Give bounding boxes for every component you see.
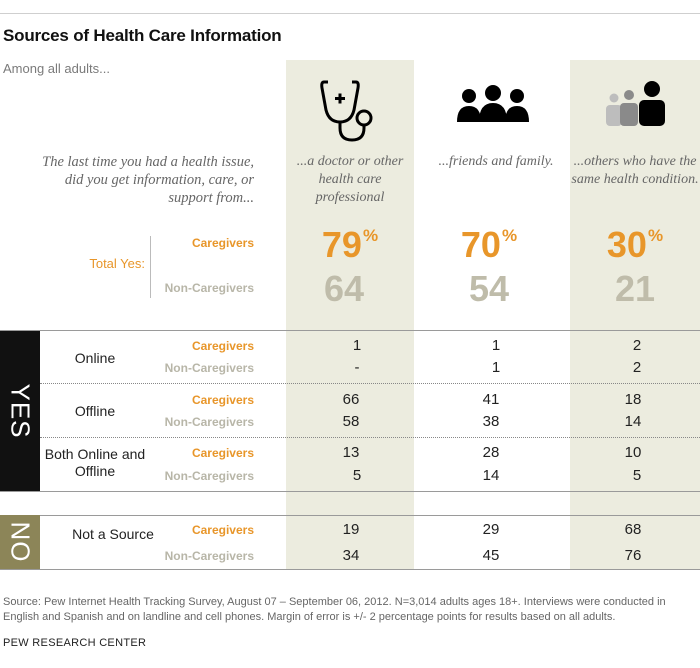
column-header-others: ...others who have the same health condi…: [571, 154, 699, 187]
table-cell: 10: [624, 444, 642, 461]
table-top-rule: [0, 330, 700, 331]
table-cell: 14: [482, 467, 500, 484]
total-non-caregivers-label: Non-Caregivers: [164, 281, 254, 295]
table-cell: 14: [624, 413, 642, 430]
no-top-rule: [0, 515, 700, 516]
table-cell: 29: [482, 521, 500, 538]
table-cell: 76: [624, 547, 642, 564]
column-shade-doctor: [286, 60, 414, 569]
table-cell: 38: [482, 413, 500, 430]
chart-subtitle: Among all adults...: [3, 61, 110, 76]
table-cell: 1: [352, 337, 362, 354]
source-note: Source: Pew Internet Health Tracking Sur…: [3, 596, 666, 623]
survey-question: The last time you had a health issue, di…: [42, 154, 254, 206]
table-cell: 13: [342, 444, 360, 461]
total-caregivers-others: 30%: [606, 224, 664, 265]
table-cell: 45: [482, 547, 500, 564]
no-group-label: NO: [5, 521, 36, 563]
yes-bottom-rule: [0, 491, 700, 492]
peers-icon: [606, 81, 665, 126]
table-cell: 5: [352, 467, 362, 484]
no-group-block: NO: [0, 515, 40, 569]
table-cell: 19: [342, 521, 360, 538]
yes-group-label: YES: [5, 383, 36, 439]
table-cell: 34: [342, 547, 360, 564]
total-non-caregivers-doctor: 64: [323, 268, 365, 309]
total-caregivers-doctor: 79%: [321, 224, 379, 265]
organization-credit: PEW RESEARCH CENTER: [3, 637, 147, 649]
row-caregivers-label: Caregivers: [191, 393, 254, 407]
row-divider: [40, 437, 700, 438]
total-non-caregivers-friends: 54: [468, 268, 510, 309]
table-cell: 28: [482, 444, 500, 461]
row-caregivers-label: Caregivers: [191, 523, 254, 537]
table-cell: -: [354, 359, 360, 376]
row-non-caregivers-label: Non-Caregivers: [164, 415, 254, 429]
total-caregivers-label: Caregivers: [191, 236, 254, 250]
row-caregivers-label: Caregivers: [191, 446, 254, 460]
row-non-caregivers-label: Non-Caregivers: [164, 469, 254, 483]
table-cell: 1: [491, 337, 501, 354]
row-label-offline: Offline: [74, 403, 116, 419]
table-cell: 5: [632, 467, 642, 484]
total-caregivers-friends: 70%: [460, 224, 518, 265]
column-header-doctor: ...a doctor or other health care profess…: [296, 154, 404, 205]
column-header-friends: ...friends and family.: [438, 154, 554, 169]
table-cell: 2: [632, 359, 642, 376]
table-cell: 58: [342, 413, 360, 430]
row-label-both: Both Online and Offline: [44, 446, 146, 479]
row-non-caregivers-label: Non-Caregivers: [164, 361, 254, 375]
stethoscope-icon: [320, 80, 373, 142]
people-group-icon: [457, 85, 529, 122]
column-shade-others: [570, 60, 700, 569]
row-label-not-a-source: Not a Source: [72, 526, 154, 542]
table-cell: 1: [491, 359, 501, 376]
yes-group-block: YES: [0, 331, 40, 491]
chart-title: Sources of Health Care Information: [3, 26, 282, 45]
row-label-online: Online: [74, 350, 116, 366]
table-cell: 18: [624, 391, 642, 408]
row-divider: [40, 383, 700, 384]
table-cell: 2: [632, 337, 642, 354]
row-non-caregivers-label: Non-Caregivers: [164, 549, 254, 563]
top-rule: [0, 13, 700, 14]
total-yes-label: Total Yes:: [89, 256, 145, 271]
table-bottom-rule: [0, 569, 700, 570]
total-non-caregivers-others: 21: [614, 268, 656, 309]
total-yes-bracket: [150, 236, 151, 298]
table-cell: 66: [342, 391, 360, 408]
table-cell: 41: [482, 391, 500, 408]
row-caregivers-label: Caregivers: [191, 339, 254, 353]
table-cell: 68: [624, 521, 642, 538]
